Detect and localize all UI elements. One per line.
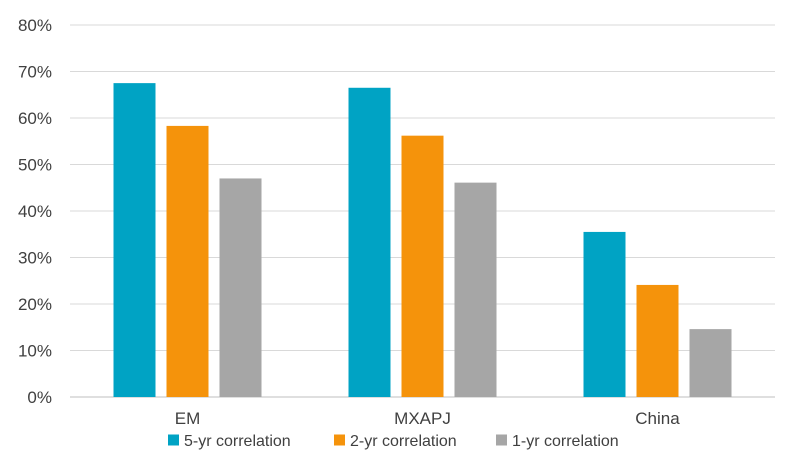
bars: [113, 83, 732, 398]
bar-china-5-yr: [583, 231, 626, 397]
bar-china-1-yr: [689, 329, 732, 397]
y-axis-tick-labels: 0% 10% 20% 30% 40% 50% 60% 70% 80%: [18, 16, 52, 407]
bar-china-2-yr: [636, 284, 679, 397]
bar-mxapj-1-yr: [454, 182, 497, 397]
y-tick-label: 40%: [18, 202, 52, 221]
x-tick-label: EM: [175, 409, 201, 428]
y-tick-label: 10%: [18, 342, 52, 361]
legend-label: 2-yr correlation: [350, 433, 457, 450]
y-tick-label: 0%: [27, 388, 52, 407]
legend-swatch: [168, 434, 179, 446]
legend-label: 1-yr correlation: [512, 433, 619, 450]
legend-item: 5-yr correlation: [168, 433, 291, 450]
legend-swatch: [334, 434, 345, 446]
y-tick-label: 50%: [18, 156, 52, 175]
x-axis-tick-labels: EM MXAPJ China: [175, 409, 681, 428]
legend-item: 2-yr correlation: [334, 433, 457, 450]
y-tick-label: 60%: [18, 109, 52, 128]
bar-mxapj-2-yr: [401, 135, 444, 398]
legend-label: 5-yr correlation: [184, 433, 291, 450]
legend: 5-yr correlation 2-yr correlation 1-yr cor…: [168, 433, 619, 450]
y-tick-label: 80%: [18, 16, 52, 35]
y-tick-label: 30%: [18, 249, 52, 268]
x-tick-label: MXAPJ: [394, 409, 451, 428]
y-tick-label: 70%: [18, 63, 52, 82]
bar-mxapj-5-yr: [348, 87, 391, 398]
legend-item: 1-yr correlation: [496, 433, 619, 450]
bar-em-1-yr: [219, 178, 262, 397]
y-tick-label: 20%: [18, 295, 52, 314]
x-tick-label: China: [635, 409, 680, 428]
legend-swatch: [496, 434, 507, 446]
bar-em-5-yr: [113, 83, 156, 397]
bar-em-2-yr: [166, 125, 209, 397]
